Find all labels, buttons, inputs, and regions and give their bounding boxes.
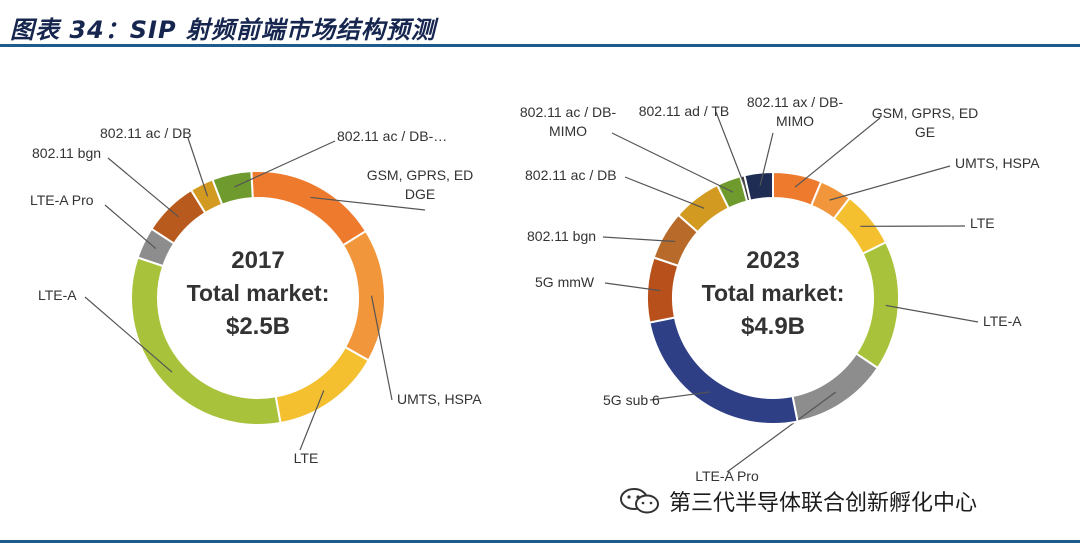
- leader-line: [107, 157, 179, 218]
- wechat-icon: [620, 488, 659, 514]
- slice-label: LTE: [970, 215, 995, 231]
- center-label: Total market:: [702, 280, 845, 306]
- donut-slice: [854, 240, 900, 370]
- leader-line: [187, 137, 209, 197]
- slice-label: LTE: [294, 450, 319, 466]
- leader-line: [624, 176, 705, 209]
- slice-label: 802.11 bgn: [32, 145, 101, 161]
- donut-slice: [743, 170, 774, 202]
- slice-label: 5G sub 6: [603, 392, 660, 408]
- bottom-divider: [0, 540, 1080, 543]
- donut-slice: [341, 229, 386, 362]
- donut-slice: [646, 256, 680, 324]
- slice-label: 802.11 ac / DB: [525, 167, 617, 183]
- watermark: 第三代半导体联合创新孵化中心: [617, 486, 977, 516]
- leader-line: [234, 140, 336, 188]
- leader-line: [611, 132, 734, 193]
- slice-label: LTE-A Pro: [695, 468, 759, 484]
- slice-label: 802.11 ac / DB-MIMO: [520, 104, 617, 139]
- slice-label: GSM, GPRS, ED DGE: [367, 167, 474, 202]
- center-year: 2023: [746, 247, 799, 274]
- leader-line: [715, 111, 747, 189]
- leader-line: [370, 295, 393, 401]
- donut-slice: [250, 170, 368, 247]
- center-year: 2017: [231, 247, 284, 274]
- watermark-text: 第三代半导体联合创新孵化中心: [669, 491, 978, 516]
- leader-line: [759, 132, 774, 186]
- donut-slice: [274, 345, 371, 425]
- slice-label: 802.11 ad / TB: [639, 103, 730, 119]
- center-label: Total market:: [187, 280, 330, 306]
- slice-label: 5G mmW: [535, 274, 595, 290]
- slice-label: LTE-A Pro: [30, 192, 94, 208]
- leader-line: [649, 391, 711, 401]
- leader-line: [885, 304, 979, 323]
- leader-line: [602, 236, 676, 243]
- leader-line: [104, 204, 157, 250]
- header: 图表 34：SIP 射频前端市场结构预测: [0, 0, 1080, 44]
- slice-label: UMTS, HSPA: [955, 155, 1040, 171]
- page-title: 图表 34：SIP 射频前端市场结构预测: [10, 16, 436, 44]
- title-divider: [0, 44, 1080, 47]
- donut-chart-1: GSM, GPRS, ED DGE UMTS, HSPA LTE LTE-A LTE-A …: [30, 125, 482, 466]
- leader-line: [829, 165, 951, 201]
- center-value: $4.9B: [741, 313, 805, 340]
- donut-slice: [791, 352, 880, 423]
- slice-label: 802.11 ac / DB: [100, 125, 192, 141]
- slice-label: UMTS, HSPA: [397, 391, 482, 407]
- slice-label: LTE-A: [983, 313, 1022, 329]
- leader-line: [794, 117, 881, 188]
- slice-label: 802.11 ac / DB-…: [337, 128, 447, 144]
- leader-line: [84, 296, 173, 373]
- leader-line: [299, 390, 325, 451]
- leader-line: [604, 282, 661, 292]
- donut-slice: [211, 170, 254, 206]
- slice-label: LTE-A: [38, 287, 77, 303]
- leader-line: [310, 196, 426, 211]
- donut-chart-2: GSM, GPRS, ED GE UMTS, HSPA LTE LTE-A LTE-A P…: [520, 94, 1040, 484]
- slice-label: GSM, GPRS, ED GE: [872, 105, 979, 140]
- leader-line: [726, 391, 837, 473]
- slice-label: 802.11 ax / DB-MIMO: [747, 94, 844, 129]
- center-value: $2.5B: [226, 313, 290, 340]
- slice-label: 802.11 bgn: [527, 228, 596, 244]
